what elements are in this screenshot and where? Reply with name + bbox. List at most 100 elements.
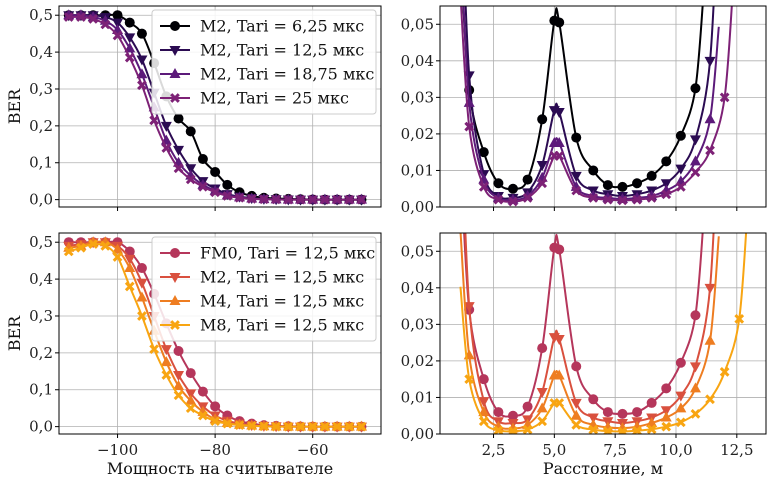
data-point: [704, 113, 716, 124]
data-point: [63, 246, 74, 257]
data-point: [478, 406, 490, 417]
data-point: [137, 311, 147, 321]
data-point: [88, 239, 99, 249]
legend: FM0, Tari = 12,5 мкс M2, Tari = 12,5 мкс M…: [151, 236, 377, 342]
data-point: [185, 389, 197, 400]
data-point: [522, 190, 534, 201]
data-point: [185, 368, 196, 379]
data-point: [222, 418, 233, 429]
data-point: [246, 421, 257, 431]
series-0: [462, 6, 704, 194]
axes-frame: [58, 232, 382, 435]
data-point: [124, 17, 135, 28]
data-point: [522, 174, 533, 185]
data-point: [632, 407, 643, 418]
data-point: [689, 362, 701, 373]
data-point: [136, 28, 147, 39]
data-point: [478, 416, 489, 427]
legend-label: M8, Tari = 12,5 мкс: [200, 316, 364, 335]
x-tick-label: 7,5: [603, 441, 627, 459]
data-point: [689, 155, 701, 166]
legend-label: M2, Tari = 12,5 мкс: [200, 41, 364, 60]
data-point: [554, 244, 565, 255]
data-point: [356, 421, 367, 432]
data-point: [690, 310, 701, 321]
y-tick-label: 0,5: [29, 233, 53, 251]
x-tick-label: 2,5: [482, 441, 506, 459]
x-axis-label: Расстояние, м: [543, 459, 663, 478]
data-point: [536, 160, 548, 171]
legend-marker: [169, 68, 181, 78]
panel-top-right: 0,00 0,01 0,02 0,03 0,04 0,05: [401, 5, 767, 216]
data-point: [704, 283, 716, 294]
data-point: [704, 334, 716, 345]
data-point: [136, 68, 148, 79]
y-tick-label: 0,01: [401, 388, 434, 406]
data-point: [508, 196, 518, 207]
x-tick-label: 10,0: [659, 441, 692, 459]
data-point: [661, 156, 672, 167]
legend-marker: [170, 93, 180, 103]
data-point: [210, 401, 221, 412]
data-point: [522, 193, 533, 203]
data-point: [537, 114, 548, 125]
y-tick-label: 0,04: [401, 279, 434, 297]
y-tick-label: 0,0: [29, 191, 53, 209]
data-point: [478, 397, 490, 408]
data-point: [124, 262, 136, 273]
data-point: [124, 281, 135, 292]
data-point: [705, 394, 715, 405]
data-point: [137, 80, 147, 91]
y-axis-label: BER: [5, 315, 24, 351]
data-point: [617, 408, 628, 419]
y-tick-label: 0,01: [401, 161, 434, 179]
data-point: [587, 413, 599, 424]
legend-label: M2, Tari = 18,75 мкс: [200, 65, 374, 84]
legend-box: [151, 9, 377, 115]
y-tick-label: 0,4: [29, 270, 53, 288]
data-point: [554, 150, 565, 161]
data-point: [332, 194, 342, 205]
data-point: [259, 421, 269, 432]
y-tick-label: 0,3: [29, 80, 53, 98]
data-point: [536, 402, 548, 413]
data-point: [478, 374, 489, 385]
y-tick-label: 0,02: [401, 125, 434, 143]
data-point: [112, 252, 123, 262]
data-point: [588, 424, 599, 434]
data-point: [356, 194, 367, 205]
data-point: [646, 397, 657, 408]
data-point: [136, 55, 148, 66]
data-point: [537, 343, 548, 354]
y-tick-label: 0,0: [29, 418, 53, 436]
legend: M2, Tari = 6,25 мкс M2, Tari = 12,5 мкс M2…: [151, 9, 377, 115]
data-point: [124, 254, 136, 265]
data-point: [602, 407, 613, 418]
data-point: [661, 383, 672, 394]
data-point: [222, 191, 233, 201]
y-tick-label: 0,1: [29, 154, 53, 172]
data-point: [690, 409, 701, 419]
series-0: [463, 233, 704, 421]
data-point: [588, 394, 599, 405]
data-point: [553, 137, 565, 148]
data-point: [185, 394, 197, 405]
y-tick-label: 0,4: [29, 43, 53, 61]
data-point: [198, 181, 208, 192]
data-point: [554, 398, 565, 408]
data-point: [554, 17, 565, 28]
legend-box: [151, 236, 377, 342]
y-tick-label: 0,5: [29, 6, 53, 24]
data-point: [675, 182, 686, 192]
data-point: [675, 417, 686, 428]
data-point: [660, 406, 672, 417]
data-point: [632, 194, 642, 205]
data-point: [173, 145, 185, 156]
data-point: [571, 420, 582, 430]
data-point: [704, 56, 716, 67]
x-tick-label: −80: [199, 441, 231, 459]
panel-bottom-left: −100 −80 −60 0,0 0,1 0,2 0,3 0,4 0,5 BER Мощность …: [5, 232, 382, 478]
legend-label: M4, Tari = 12,5 мкс: [200, 292, 364, 311]
data-point: [307, 421, 318, 432]
data-point: [661, 421, 672, 432]
